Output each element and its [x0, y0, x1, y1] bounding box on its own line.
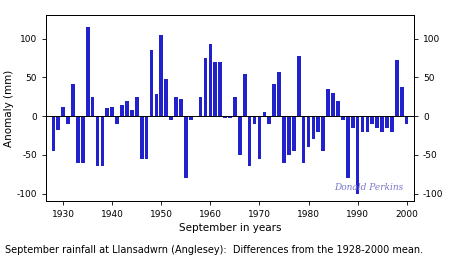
Bar [330, 93, 334, 116]
Bar [350, 116, 354, 128]
Bar [257, 116, 261, 159]
Bar [286, 116, 290, 155]
Bar [252, 116, 256, 124]
Bar [277, 72, 280, 116]
Bar [184, 116, 187, 178]
Bar [375, 116, 378, 128]
Bar [394, 60, 398, 116]
X-axis label: September in years: September in years [179, 223, 280, 233]
Bar [189, 116, 192, 120]
Bar [281, 116, 285, 163]
Bar [262, 112, 266, 116]
Bar [404, 116, 408, 124]
Bar [159, 35, 163, 116]
Bar [247, 116, 251, 166]
Bar [76, 116, 79, 163]
Bar [296, 56, 300, 116]
Y-axis label: Anomaly (mm): Anomaly (mm) [4, 70, 14, 147]
Bar [213, 62, 217, 116]
Bar [340, 116, 344, 120]
Bar [336, 101, 339, 116]
Bar [380, 116, 383, 132]
Bar [218, 62, 222, 116]
Bar [95, 116, 99, 166]
Bar [145, 116, 148, 159]
Bar [149, 50, 153, 116]
Bar [360, 116, 364, 132]
Bar [164, 79, 168, 116]
Bar [61, 107, 65, 116]
Bar [316, 116, 319, 132]
Text: September rainfall at Llansadwrn (Anglesey):  Differences from the 1928-2000 mea: September rainfall at Llansadwrn (Angles… [5, 245, 422, 255]
Bar [272, 84, 275, 116]
Bar [291, 116, 295, 151]
Bar [345, 116, 349, 178]
Bar [115, 116, 119, 124]
Bar [365, 116, 369, 132]
Bar [56, 116, 60, 130]
Bar [223, 116, 226, 118]
Bar [125, 101, 129, 116]
Bar [355, 116, 358, 194]
Bar [105, 108, 109, 116]
Bar [101, 116, 104, 166]
Bar [237, 116, 241, 155]
Bar [233, 97, 236, 116]
Bar [389, 116, 393, 132]
Bar [154, 94, 158, 116]
Bar [120, 105, 123, 116]
Bar [369, 116, 373, 124]
Bar [51, 116, 55, 151]
Bar [311, 116, 314, 139]
Bar [242, 74, 246, 116]
Bar [321, 116, 325, 151]
Bar [208, 44, 212, 116]
Bar [198, 97, 202, 116]
Bar [110, 107, 114, 116]
Bar [169, 116, 173, 120]
Bar [66, 116, 70, 124]
Bar [228, 116, 231, 118]
Bar [301, 116, 305, 163]
Text: Donald Perkins: Donald Perkins [333, 183, 402, 192]
Bar [71, 84, 75, 116]
Bar [203, 58, 207, 116]
Bar [306, 116, 310, 147]
Bar [81, 116, 84, 163]
Bar [179, 99, 182, 116]
Bar [90, 97, 94, 116]
Bar [134, 97, 138, 116]
Bar [384, 116, 388, 128]
Bar [140, 116, 143, 159]
Bar [399, 87, 403, 116]
Bar [174, 97, 178, 116]
Bar [130, 110, 134, 116]
Bar [325, 89, 329, 116]
Bar [86, 27, 90, 116]
Bar [267, 116, 270, 124]
